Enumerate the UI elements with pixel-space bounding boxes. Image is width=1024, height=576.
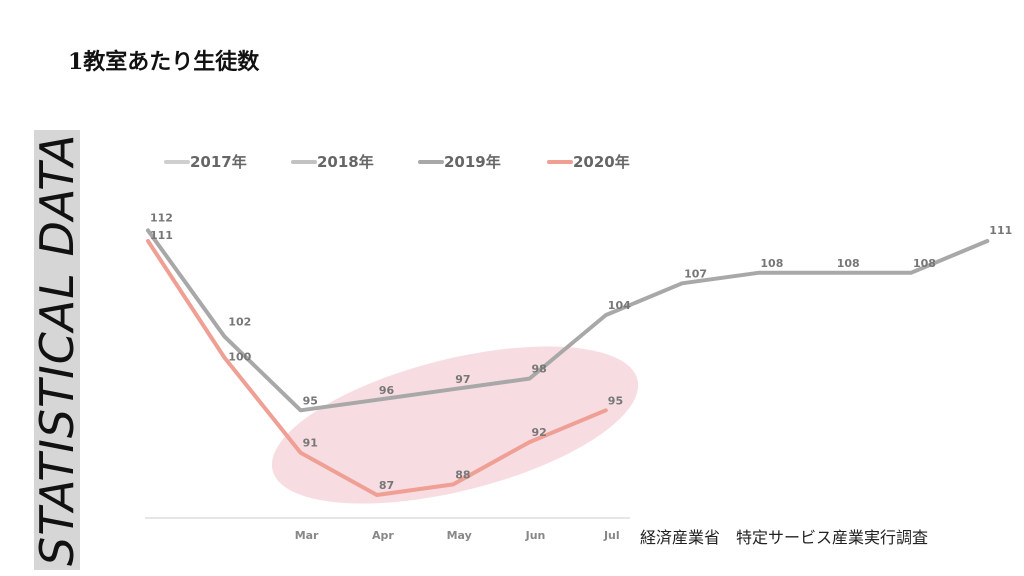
series-line-2019年 [146,228,990,413]
data-label: 112 [150,211,173,224]
x-tick-label: May [447,529,472,542]
page-title: 1教室あたり生徒数 [68,49,260,75]
legend-item: 2018年 [291,153,374,171]
data-label: 96 [379,384,395,397]
data-label: 108 [913,257,936,270]
data-label: 107 [684,267,707,280]
legend-label: 2020年 [573,153,630,171]
data-label: 111 [150,229,173,242]
data-label: 91 [303,437,318,450]
legend-item: 2017年 [164,153,247,171]
data-label: 87 [379,479,394,492]
data-label: 102 [228,315,251,328]
data-label: 88 [455,468,470,481]
source-note: 経済産業省 特定サービス産業実行調査 [640,528,929,547]
data-label: 95 [303,394,318,407]
legend-label: 2019年 [444,153,501,171]
data-label: 95 [608,394,623,407]
data-label: 100 [228,350,251,363]
data-label: 108 [837,257,860,270]
legend-label: 2017年 [190,153,247,171]
x-tick-label: Jul [603,529,620,542]
side-band [34,130,80,570]
data-label: 108 [760,257,783,270]
data-label: 97 [455,373,470,386]
legend-item: 2020年 [547,153,630,171]
legend-label: 2018年 [317,153,374,171]
x-tick-label: Jun [525,529,546,542]
data-label: 92 [532,426,547,439]
x-tick-label: Mar [295,529,319,542]
legend-item: 2019年 [418,153,501,171]
data-label: 104 [608,299,631,312]
highlight-ellipse [271,346,639,504]
x-tick-label: Apr [372,529,394,542]
data-label: 111 [989,224,1012,237]
series-line-2020年 [146,239,608,497]
data-label: 98 [532,363,547,376]
